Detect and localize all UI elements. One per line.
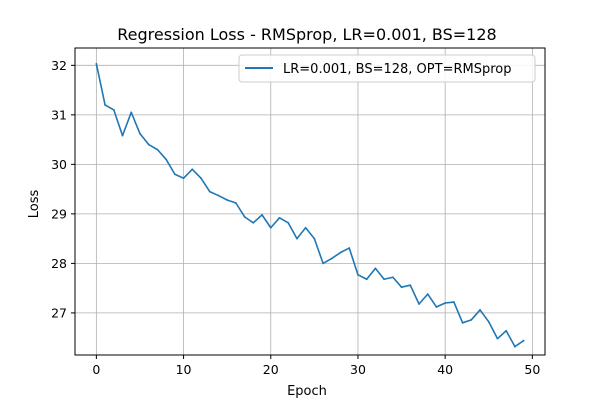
data-point bbox=[348, 247, 351, 249]
data-point bbox=[156, 148, 159, 151]
data-point bbox=[173, 173, 176, 176]
data-point bbox=[252, 221, 255, 224]
data-point bbox=[496, 337, 499, 340]
x-tick-label: 50 bbox=[524, 362, 540, 377]
data-point bbox=[400, 286, 403, 289]
data-point bbox=[278, 216, 281, 219]
data-point bbox=[505, 329, 508, 332]
data-point bbox=[479, 309, 481, 311]
y-tick-label: 29 bbox=[51, 206, 67, 221]
y-tick-label: 30 bbox=[51, 157, 67, 172]
data-point bbox=[165, 158, 168, 161]
data-point bbox=[287, 221, 290, 224]
data-point bbox=[208, 190, 211, 193]
ticks: 0 10 20 30 40 50 27 28 29 30 31 32 bbox=[51, 58, 540, 377]
data-point bbox=[112, 108, 115, 111]
x-axis-label: Epoch bbox=[287, 384, 327, 399]
data-point bbox=[339, 251, 342, 254]
data-point bbox=[435, 306, 438, 308]
data-point bbox=[426, 293, 429, 295]
data-point bbox=[104, 104, 106, 106]
data-point bbox=[261, 213, 263, 216]
data-point bbox=[487, 320, 490, 323]
data-point bbox=[444, 302, 447, 304]
y-tick-label: 31 bbox=[51, 107, 67, 122]
x-tick-label: 30 bbox=[350, 362, 366, 377]
data-point bbox=[470, 318, 473, 321]
data-point bbox=[357, 273, 359, 276]
data-point bbox=[409, 284, 412, 287]
data-point bbox=[95, 62, 98, 65]
data-point bbox=[522, 339, 525, 342]
data-point bbox=[147, 143, 150, 146]
data-point bbox=[418, 303, 420, 305]
data-point bbox=[191, 168, 194, 171]
data-point bbox=[269, 226, 272, 229]
x-tick-label: 40 bbox=[437, 362, 453, 377]
series-line-0 bbox=[95, 63, 525, 348]
legend: LR=0.001, BS=128, OPT=RMSprop bbox=[238, 54, 536, 83]
plot-frame bbox=[74, 47, 546, 356]
grid bbox=[75, 48, 545, 355]
data-point bbox=[234, 202, 237, 204]
data-point bbox=[391, 276, 394, 279]
legend-box bbox=[238, 54, 536, 83]
data-point bbox=[322, 262, 324, 265]
data-point bbox=[243, 215, 246, 218]
data-point bbox=[121, 134, 124, 137]
y-tick-label: 28 bbox=[51, 256, 67, 271]
data-point bbox=[514, 345, 516, 348]
data-point bbox=[139, 132, 141, 135]
data-point bbox=[452, 301, 455, 303]
data-point bbox=[330, 257, 333, 260]
x-tick-label: 20 bbox=[263, 362, 279, 377]
x-tick-label: 10 bbox=[176, 362, 192, 377]
data-point bbox=[296, 237, 298, 240]
y-tick-label: 27 bbox=[51, 305, 67, 320]
data-point bbox=[374, 267, 377, 270]
y-axis-label: Loss bbox=[27, 190, 42, 219]
y-tick-label: 32 bbox=[51, 58, 67, 73]
data-point bbox=[200, 177, 202, 180]
data-point bbox=[130, 111, 133, 114]
x-tick-label: 0 bbox=[92, 362, 100, 377]
legend-entry: LR=0.001, BS=128, OPT=RMSprop bbox=[283, 62, 511, 77]
data-point bbox=[182, 177, 185, 180]
data-point bbox=[226, 199, 229, 201]
data-point bbox=[313, 237, 316, 240]
data-point bbox=[304, 226, 307, 229]
data-point bbox=[365, 278, 368, 281]
chart-title: Regression Loss - RMSprop, LR=0.001, BS=… bbox=[117, 25, 496, 44]
data-point bbox=[461, 321, 464, 324]
data-point bbox=[383, 278, 386, 281]
data-point bbox=[217, 194, 220, 197]
series-layer bbox=[95, 62, 525, 348]
